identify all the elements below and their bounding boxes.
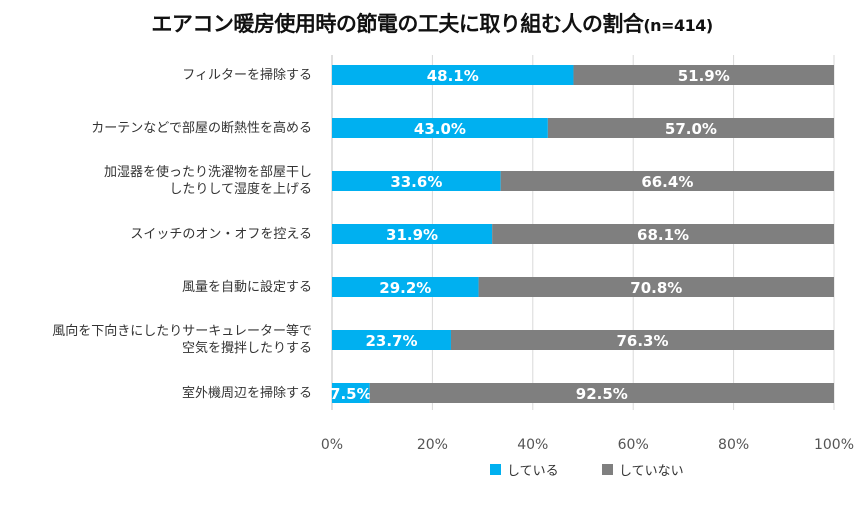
category-label: フィルターを掃除する [182, 67, 312, 84]
category-label: スイッチのオン・オフを控える [130, 226, 312, 243]
category-label: カーテンなどで部屋の断熱性を高める [91, 120, 312, 137]
x-tick-label: 80% [718, 437, 749, 453]
data-label: 43.0% [414, 120, 466, 138]
data-label: 48.1% [427, 67, 479, 85]
category-label-line: したりして湿度を上げる [169, 182, 312, 197]
bar-doing [332, 383, 370, 403]
data-label: 66.4% [641, 173, 693, 191]
data-label: 29.2% [379, 279, 431, 297]
category-label-line: 風向を下向きにしたりサーキュレーター等で [52, 324, 312, 339]
bar-not-doing [500, 171, 834, 191]
legend-swatch-not-doing [602, 464, 613, 475]
bar-doing [332, 330, 451, 350]
data-label: 33.6% [390, 173, 442, 191]
data-label: 31.9% [386, 226, 438, 244]
bar-doing [332, 224, 493, 244]
data-label: 51.9% [678, 67, 730, 85]
legend-swatch-doing [490, 464, 501, 475]
bar-not-doing [547, 118, 834, 138]
legend-item-not-doing: していない [602, 460, 684, 479]
data-label: 92.5% [576, 385, 628, 403]
legend-label: している [507, 464, 559, 479]
title-sample-size: (n=414) [643, 16, 713, 35]
data-label: 76.3% [616, 332, 668, 350]
bar-doing [332, 171, 501, 191]
bar-not-doing [492, 224, 834, 244]
category-label: 室外機周辺を掃除する [182, 385, 312, 402]
bar-doing [332, 277, 479, 297]
category-label-line: スイッチのオン・オフを控える [130, 226, 312, 242]
category-label-line: 加湿器を使ったり洗濯物を部屋干し [103, 165, 312, 180]
category-label: 風量を自動に設定する [182, 279, 312, 296]
title-main: エアコン暖房使用時の節電の工夫に取り組む人の割合 [151, 12, 644, 36]
bar-not-doing [450, 330, 834, 350]
data-label: 7.5% [330, 385, 372, 403]
data-label: 57.0% [665, 120, 717, 138]
data-label: 70.8% [630, 279, 682, 297]
category-label-line: 室外機周辺を掃除する [181, 385, 312, 401]
category-label-line: 空気を攪拌したりする [181, 341, 312, 356]
category-label-line: カーテンなどで部屋の断熱性を高める [91, 120, 312, 136]
legend-label: していない [619, 464, 684, 479]
bar-doing [332, 118, 548, 138]
bar-not-doing [573, 65, 834, 85]
bar-doing [332, 65, 574, 85]
x-tick-label: 60% [618, 437, 649, 453]
legend-item-doing: している [490, 460, 559, 479]
bar-not-doing [369, 383, 834, 403]
x-tick-label: 0% [321, 437, 343, 453]
category-label: 風向を下向きにしたりサーキュレーター等で空気を攪拌したりする [52, 323, 312, 357]
category-label-line: 風量を自動に設定する [181, 279, 312, 295]
category-label-line: フィルターを掃除する [182, 67, 312, 83]
x-tick-label: 20% [417, 437, 448, 453]
data-label: 68.1% [637, 226, 689, 244]
bar-not-doing [478, 277, 834, 297]
x-tick-label: 100% [814, 437, 854, 453]
category-label: 加湿器を使ったり洗濯物を部屋干ししたりして湿度を上げる [104, 164, 312, 198]
data-label: 23.7% [365, 332, 417, 350]
chart-title: エアコン暖房使用時の節電の工夫に取り組む人の割合(n=414) [0, 8, 864, 38]
x-tick-label: 40% [517, 437, 548, 453]
